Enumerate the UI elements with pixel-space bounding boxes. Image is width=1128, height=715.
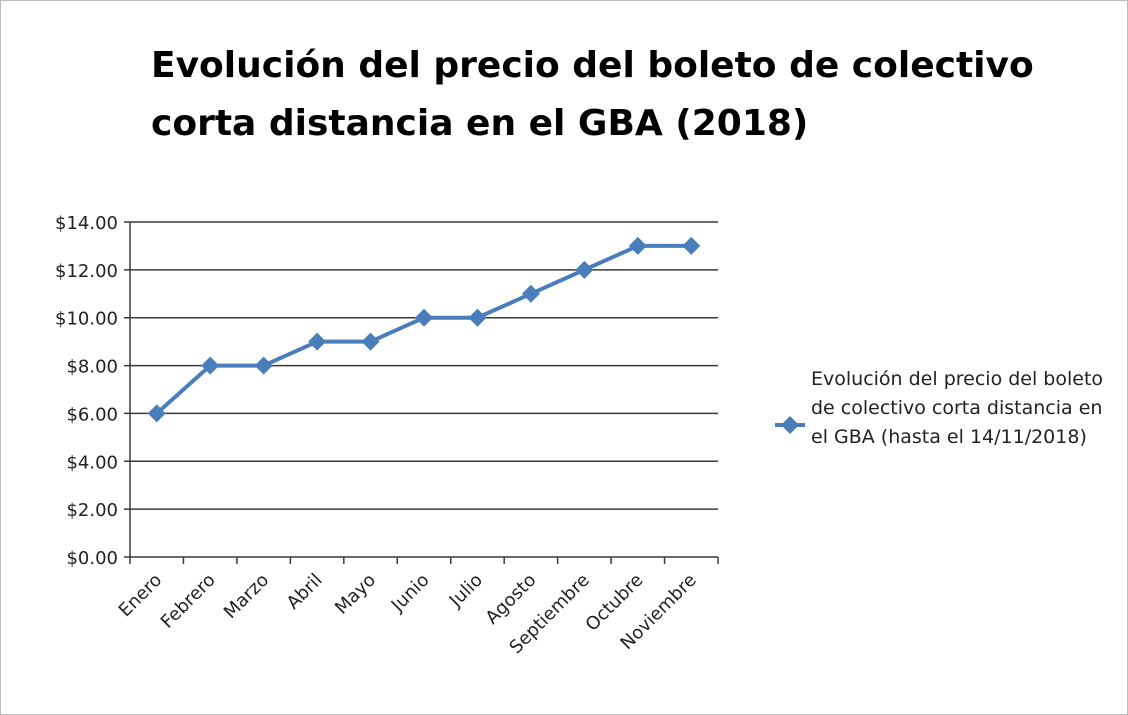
legend-label: Evolución del precio del boleto de colec… <box>811 368 1104 448</box>
x-tick-label: Marzo <box>220 570 273 623</box>
data-point <box>415 308 433 327</box>
data-point <box>201 356 220 375</box>
data-point <box>254 356 273 375</box>
series-line <box>155 243 692 415</box>
y-tick-label: $8.00 <box>66 357 118 378</box>
x-tick-label: Junio <box>387 570 434 617</box>
data-point <box>521 284 540 303</box>
data-point <box>468 308 487 327</box>
x-tick-label: Julio <box>445 570 487 612</box>
data-point <box>147 404 166 423</box>
x-tick-label: Febrero <box>157 570 220 633</box>
data-point <box>308 332 327 351</box>
data-point <box>628 236 647 255</box>
y-tick-label: $0.00 <box>66 548 118 569</box>
chart-title: Evolución del precio del boleto de colec… <box>151 45 1034 144</box>
y-tick-label: $14.00 <box>55 213 118 234</box>
y-tick-label: $4.00 <box>66 452 118 473</box>
legend-marker <box>781 416 799 434</box>
data-point <box>682 236 701 255</box>
y-tick-label: $12.00 <box>55 261 118 282</box>
x-tick-label: Abril <box>283 570 327 614</box>
data-point <box>361 332 380 351</box>
y-tick-label: $2.00 <box>66 500 118 521</box>
y-tick-label: $6.00 <box>66 404 118 425</box>
data-point <box>575 260 594 279</box>
x-tick-label: Mayo <box>331 570 380 619</box>
x-tick-label: Enero <box>115 570 167 622</box>
y-tick-label: $10.00 <box>55 309 118 330</box>
